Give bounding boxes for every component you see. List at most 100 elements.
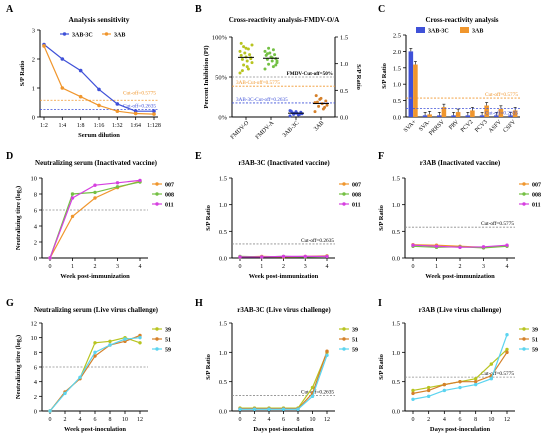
legend-marker (342, 192, 346, 196)
series-line-51 (49, 334, 141, 412)
legend-swatch (416, 27, 425, 33)
y-tick-label: 1.5 (392, 321, 400, 328)
x-tick-label: PCV3 (474, 119, 489, 134)
data-point (245, 65, 249, 69)
y2-tick-label: 1.5 (340, 35, 348, 42)
chart-title: Analysis sensitivity (68, 15, 129, 24)
x-axis-label: Week post-immunization (425, 273, 495, 280)
legend-label: 51 (165, 337, 171, 343)
y-tick-label: 2 (34, 240, 37, 247)
legend-label: 3AB-3C (428, 28, 449, 34)
bar-3AB (498, 108, 504, 117)
data-point (442, 388, 447, 393)
data-point (411, 388, 415, 393)
y-axis-label: S/P Ratio (19, 61, 26, 87)
legend-marker (522, 182, 526, 186)
data-point (108, 339, 112, 344)
x-tick-label: 3AB-3C (282, 120, 301, 139)
x-tick-label: 3 (116, 264, 119, 270)
y-axis-label: Neutralizing titre (log₂) (15, 335, 22, 399)
panel-letter: B (195, 4, 202, 15)
x-tick-label: 10 (122, 417, 128, 423)
bar-3AB (427, 114, 432, 117)
y-tick-label: 100% (212, 35, 228, 42)
legend-marker (522, 327, 526, 331)
data-point (310, 394, 315, 399)
y-axis-label: S/P Ratio (378, 354, 385, 380)
series-line-39 (240, 352, 328, 409)
data-point (411, 243, 415, 247)
legend-marker (104, 32, 109, 36)
legend-marker (342, 182, 346, 186)
x-tick-label: 4 (443, 417, 446, 423)
x-tick-label: 10 (310, 417, 316, 423)
x-tick-label: 8 (474, 417, 477, 423)
cutoff-label: Cut-off=0.5775 (481, 370, 514, 377)
legend-label: 011 (352, 202, 361, 208)
data-point (93, 196, 97, 200)
y-tick-label: 0.0 (219, 256, 227, 263)
legend-label: 3AB (114, 32, 125, 38)
data-point (434, 244, 439, 248)
legend-label: 008 (352, 192, 361, 198)
x-tick-label: 6 (94, 417, 97, 423)
y-tick-label: 1.5 (219, 176, 227, 183)
x-tick-label: FMDV-O (230, 120, 251, 141)
y-tick-label: 0.0 (393, 115, 401, 122)
legend-label: 3AB-3C (72, 32, 93, 38)
y2-tick-label: 0.5 (340, 88, 348, 95)
x-tick-label: 1:4 (58, 123, 66, 129)
data-point (263, 49, 267, 53)
data-point (275, 59, 279, 63)
panel-letter: D (6, 151, 13, 162)
data-point (250, 43, 254, 47)
data-point (115, 181, 120, 185)
data-point (246, 47, 250, 51)
data-point (288, 114, 292, 118)
y-tick-label: 4 (34, 224, 38, 231)
x-tick-label: 4 (506, 264, 509, 270)
bar-3AB-3C (494, 115, 499, 117)
y-tick-label: 10 (31, 335, 38, 342)
x-tick-label: 2 (427, 417, 430, 423)
y2-tick-label: 1.0 (340, 61, 348, 68)
x-tick-label: PRRSV (428, 119, 446, 137)
data-point (310, 385, 315, 390)
y-tick-label: 8 (34, 192, 37, 199)
panel-letter: C (378, 4, 385, 15)
x-tick-label: 2 (64, 417, 67, 423)
data-point (93, 190, 97, 195)
data-point (123, 337, 127, 341)
y-tick-label: 6 (34, 208, 38, 215)
series-line-39 (49, 337, 141, 412)
y-tick-label: 1.0 (392, 202, 400, 209)
legend-marker (155, 182, 159, 186)
legend-marker (522, 202, 526, 206)
data-point (48, 409, 52, 413)
data-point (505, 350, 509, 355)
data-point (274, 63, 278, 67)
cutoff-label: Cut-off=0.5775 (481, 220, 514, 227)
legend-label: 59 (352, 347, 358, 353)
chart-title: Cross-reactivity analysis-FMDV-O/A (229, 16, 340, 24)
y-tick-label: 1 (32, 86, 35, 93)
y-axis-label: S/P Ratio (205, 354, 212, 380)
data-point (473, 379, 478, 384)
x-tick-label: 12 (324, 417, 330, 423)
y-tick-label: 0.5 (392, 229, 400, 236)
cutoff-label: 3AB-3C-Cut-off=0.2635 (236, 96, 288, 103)
x-tick-label: PCV2 (460, 119, 475, 134)
x-tick-label: 4 (326, 264, 329, 270)
data-point (325, 103, 329, 107)
data-point (138, 341, 142, 345)
cutoff-label: Cut-off=0.2635 (301, 389, 334, 396)
data-point (489, 362, 494, 366)
chart-title: Neutralizing serum (Live virus challenge… (34, 306, 159, 314)
data-point (317, 104, 321, 108)
panel-G: G Neutralizing serum (Live virus challeng… (6, 298, 171, 433)
y-tick-label: 0.0 (392, 409, 400, 416)
legend-label: 59 (532, 347, 538, 353)
legend-marker (155, 347, 159, 351)
data-point (273, 53, 277, 57)
